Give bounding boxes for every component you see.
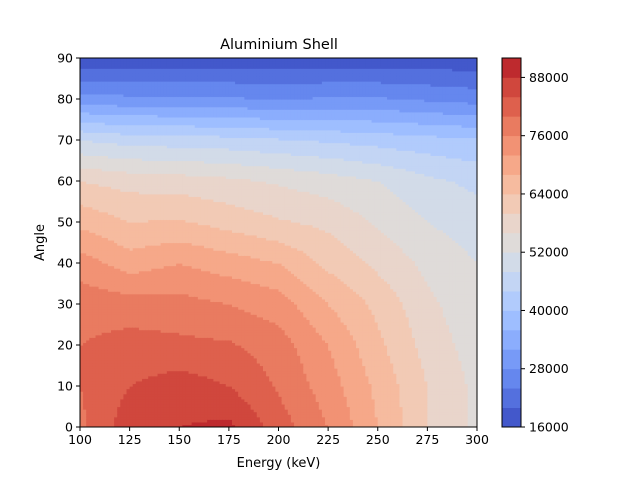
plot-area — [80, 58, 478, 428]
contour-fills — [80, 58, 478, 428]
chart-title: Aluminium Shell — [220, 37, 338, 53]
